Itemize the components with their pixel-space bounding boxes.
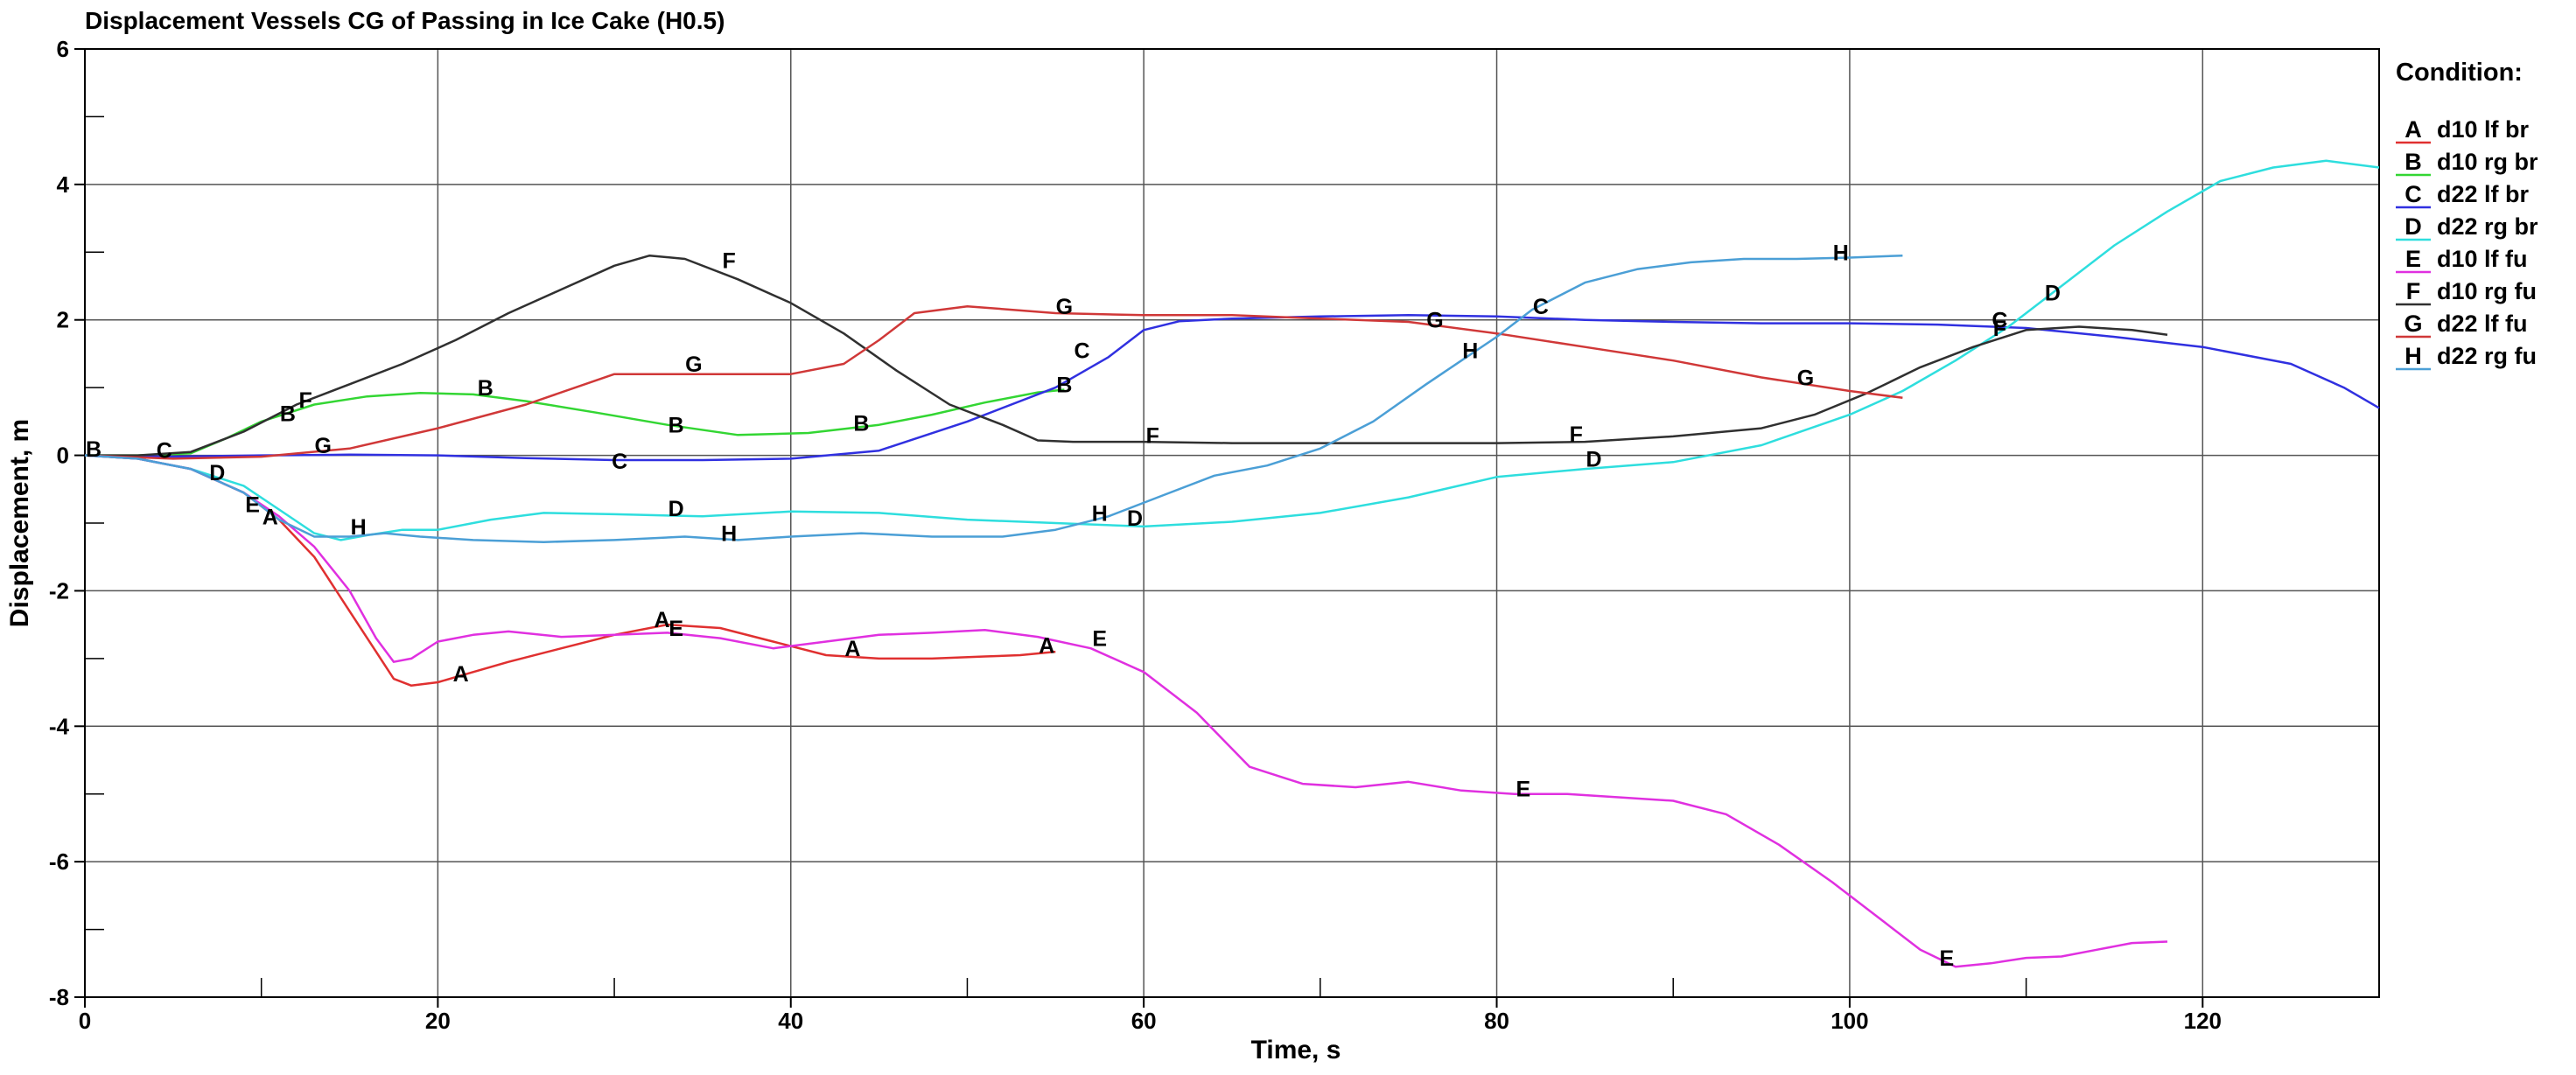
series-marker-label-h: H (721, 522, 737, 547)
legend-marker: A (2404, 116, 2422, 143)
legend-entry: d22 rg fu (2437, 343, 2537, 369)
series-marker-label-b: B (478, 376, 494, 401)
x-tick-label: 60 (1131, 1008, 1157, 1034)
series-marker-label-e: E (668, 617, 683, 641)
series-marker-label-d: D (1586, 447, 1601, 471)
legend-marker: F (2406, 278, 2421, 304)
series-marker-label-h: H (1833, 241, 1849, 265)
y-tick-label: 0 (57, 443, 69, 469)
series-line-h (84, 254, 1903, 543)
legend-entry: d10 rg br (2437, 149, 2538, 175)
series-marker-label-b: B (1056, 373, 1072, 397)
series-line-a (84, 454, 1056, 688)
series-marker-label-f: F (298, 388, 312, 413)
legend-marker: C (2404, 181, 2422, 207)
series-marker-label-h: H (1092, 501, 1108, 526)
series-marker-label-a: A (1039, 633, 1054, 658)
series-line-c (84, 314, 2380, 462)
series-marker-label-h: H (1462, 339, 1478, 364)
series-marker-label-g: G (1426, 309, 1443, 333)
legend-entry: d10 rg fu (2437, 278, 2537, 304)
series-marker-label-d: D (1127, 506, 1143, 531)
series-lines (84, 159, 2380, 968)
series-marker-label-d: D (209, 461, 225, 485)
x-tick-label: 120 (2184, 1008, 2222, 1034)
series-marker-label-c: C (1533, 295, 1549, 319)
plot-area-border (84, 48, 2380, 998)
legend-title: Condition: (2396, 59, 2523, 87)
y-tick-label: -8 (49, 984, 69, 1010)
chart-title: Displacement Vessels CG of Passing in Ic… (85, 7, 724, 34)
series-marker-label-c: C (1074, 339, 1090, 364)
grid (85, 49, 2379, 997)
series-marker-label-f: F (1570, 422, 1583, 447)
y-tick-label: -4 (49, 713, 70, 739)
series-marker-label-a: A (453, 662, 469, 687)
series-marker-label-g: G (315, 434, 332, 458)
series-marker-label-a: A (262, 505, 278, 529)
series-marker-label-c: C (1992, 309, 2007, 333)
series-marker-label-d: D (668, 497, 684, 521)
y-tick-label: 2 (57, 307, 69, 333)
axis-ticks: 0 20 40 60 80 100 120 -8 -6 -4 -2 0 2 4 6 (49, 36, 2222, 1034)
series-line-b (85, 388, 1065, 457)
series-marker-label-b: B (86, 437, 102, 462)
series-line-d (84, 159, 2380, 541)
series-marker-label-f: F (1993, 317, 2006, 341)
series-marker-label-c: C (612, 450, 627, 474)
series-marker-label-f: F (723, 249, 736, 274)
series-marker-label-e: E (1516, 778, 1530, 802)
legend-marker: D (2404, 213, 2422, 240)
series-marker-label-f: F (1146, 423, 1159, 448)
series-marker-label-a: A (844, 637, 860, 661)
legend-entry: d22 lf br (2437, 181, 2530, 207)
series-line-g (84, 304, 1903, 460)
y-axis-label: Displacement, m (5, 419, 34, 627)
series-marker-label-e: E (245, 492, 260, 517)
series-marker-label-a: A (654, 608, 670, 632)
legend-marker: B (2404, 149, 2422, 175)
x-tick-label: 100 (1830, 1008, 1868, 1034)
x-tick-label: 0 (79, 1008, 91, 1034)
series-line-f (85, 254, 2168, 457)
legend-entry: d10 lf fu (2437, 246, 2528, 272)
legend-marker: E (2405, 246, 2421, 272)
series-marker-label-d: D (2045, 282, 2061, 306)
x-axis-label: Time, s (1251, 1036, 1341, 1065)
y-tick-label: -2 (49, 577, 69, 604)
series-marker-label-b: B (668, 414, 684, 438)
x-tick-label: 40 (778, 1008, 803, 1034)
legend-marker: H (2404, 343, 2422, 369)
legend-entry: d22 rg br (2437, 213, 2538, 240)
x-tick-label: 80 (1484, 1008, 1509, 1034)
series-marker-label-c: C (157, 438, 172, 463)
series-marker-label-g: G (685, 353, 702, 377)
y-tick-label: 4 (57, 171, 70, 198)
series-marker-label-b: B (280, 402, 296, 427)
series-marker-label-g: G (1056, 295, 1073, 319)
legend-entry: d22 lf fu (2437, 311, 2528, 337)
legend-marker: G (2404, 311, 2422, 337)
series-marker-label-b: B (853, 411, 869, 436)
x-tick-label: 20 (425, 1008, 451, 1034)
series-marker-label-h: H (351, 515, 367, 540)
series-marker-label-g: G (1797, 366, 1814, 391)
legend-entry: d10 lf br (2437, 116, 2530, 143)
series-marker-label-e: E (1092, 627, 1107, 652)
series-marker-label-e: E (1940, 946, 1955, 971)
series-line-e (84, 454, 2168, 968)
y-tick-label: -6 (49, 848, 69, 875)
y-tick-label: 6 (57, 36, 69, 62)
